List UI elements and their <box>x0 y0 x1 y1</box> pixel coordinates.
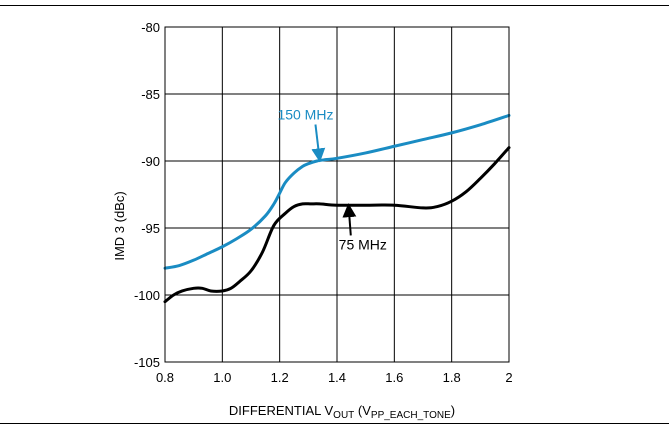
annotation-arrow-150-mhz <box>311 124 326 163</box>
y-tick-label: -95 <box>141 221 160 236</box>
annotations: 150 MHz 75 MHz <box>277 106 386 252</box>
x-axis-label-suffix: ) <box>451 403 455 418</box>
x-axis-label-mid: (V <box>354 403 371 418</box>
series-line-75-mhz <box>163 146 511 304</box>
x-tick-label: 1.6 <box>385 370 403 385</box>
x-tick-label: 1.2 <box>271 370 289 385</box>
plot-frame <box>164 26 510 363</box>
grid <box>164 26 510 363</box>
x-tick-label: 0.8 <box>156 370 174 385</box>
x-tick-label: 2 <box>505 370 512 385</box>
x-axis-label-sub-pp: PP_EACH_TONE <box>371 410 451 421</box>
x-axis-label: DIFFERENTIAL VOUT (VPP_EACH_TONE) <box>229 403 455 421</box>
x-axis-label-sub-out: OUT <box>333 410 354 421</box>
tick-labels: 0.8 1.0 1.2 1.4 1.6 1.8 2 -80 -85 -90 -95 -100 -105 <box>134 20 513 385</box>
y-tick-label: -105 <box>134 355 160 370</box>
top-rule <box>0 5 669 6</box>
y-tick-label: -85 <box>141 87 160 102</box>
series-layer <box>163 113 511 304</box>
x-tick-label: 1.4 <box>328 370 346 385</box>
series-label-75-mhz: 75 MHz <box>339 236 387 252</box>
series-label-150-mhz: 150 MHz <box>277 106 333 122</box>
bottom-rule <box>0 423 669 424</box>
annotation-arrow-75-mhz <box>342 203 357 236</box>
y-axis-label: IMD 3 (dBc) <box>112 191 127 260</box>
y-tick-label: -90 <box>141 154 160 169</box>
x-axis-label-prefix: DIFFERENTIAL V <box>229 403 334 418</box>
y-tick-label: -80 <box>141 20 160 35</box>
y-tick-label: -100 <box>134 288 160 303</box>
x-tick-label: 1.8 <box>443 370 461 385</box>
series-line-150-mhz <box>163 113 511 270</box>
x-tick-label: 1.0 <box>213 370 231 385</box>
